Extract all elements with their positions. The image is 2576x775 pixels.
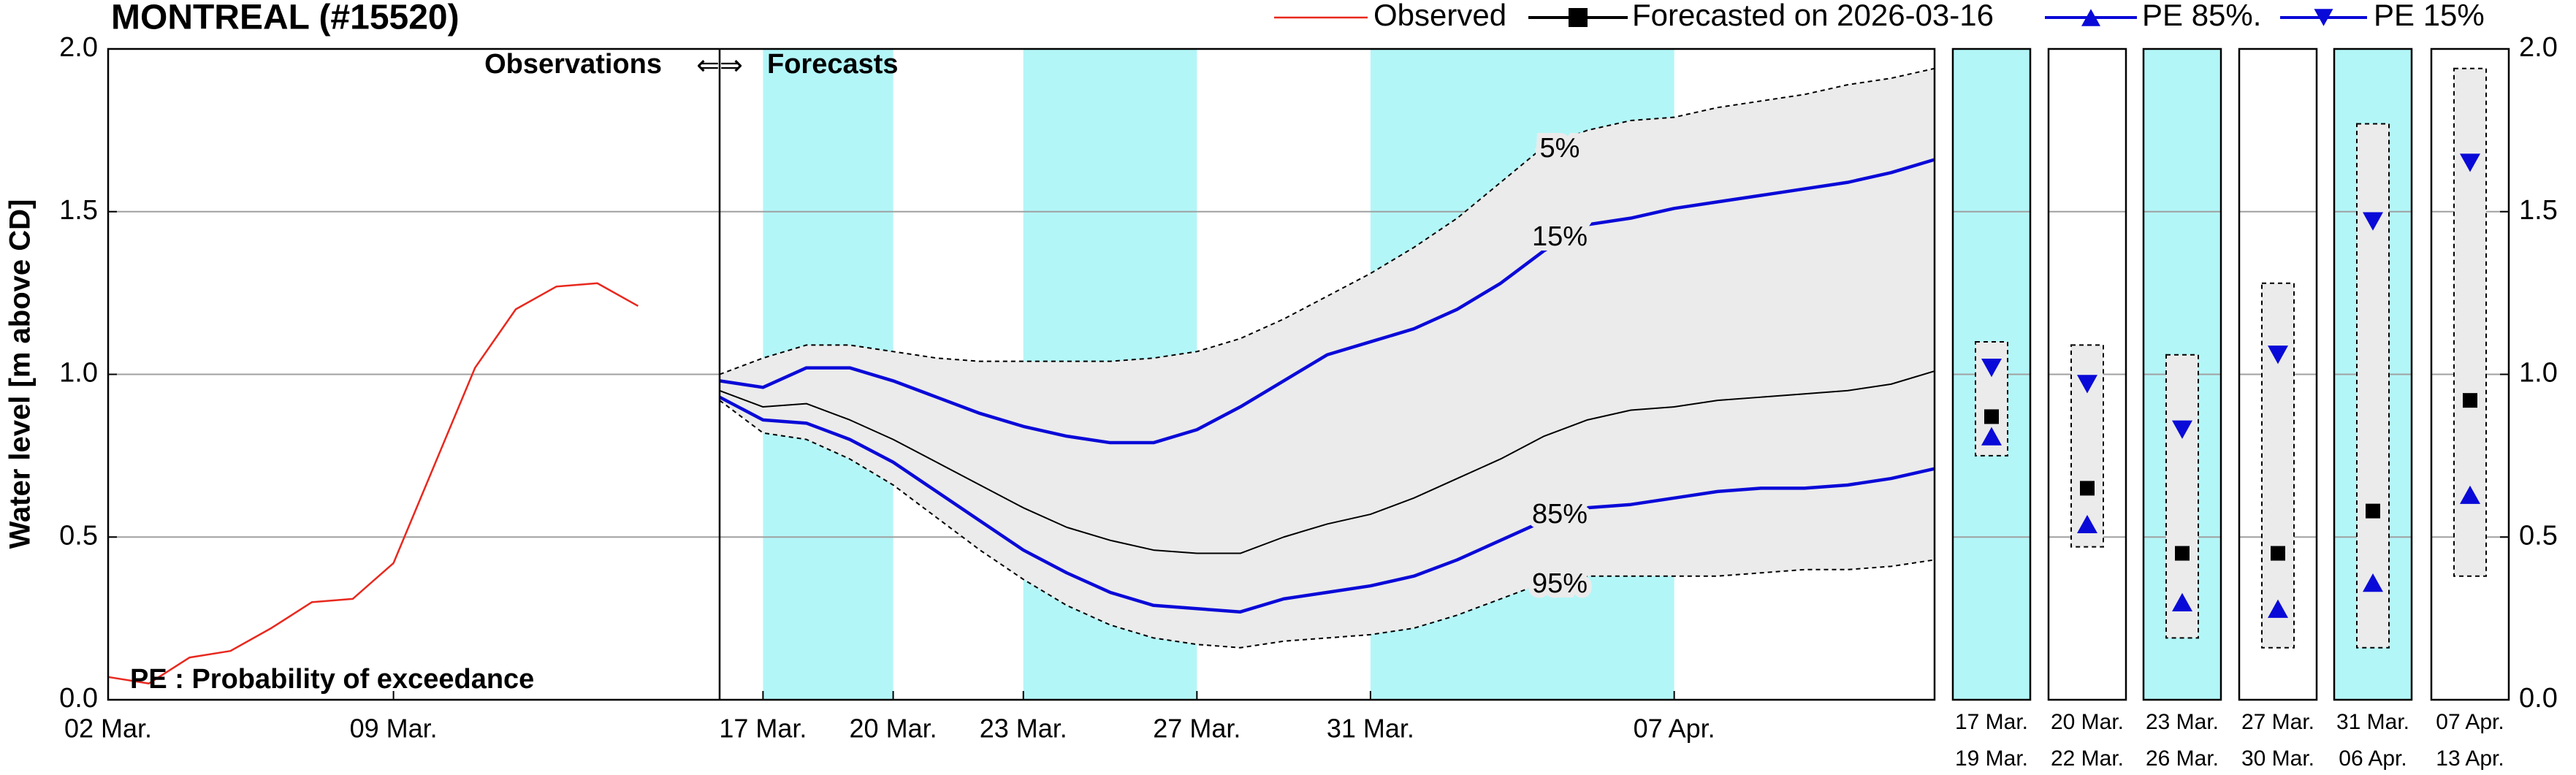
- x-tick-label: 09 Mar.: [350, 714, 438, 744]
- period-start: 31 Mar.: [2336, 710, 2409, 734]
- y-tick-label: 1.5: [2519, 195, 2558, 226]
- period-end: 06 Apr.: [2339, 747, 2407, 771]
- curve-label: 5%: [1540, 133, 1580, 164]
- period-marker: [2268, 345, 2288, 364]
- period-frame: [2333, 47, 2413, 701]
- period-marker: [2363, 212, 2383, 231]
- period-marker: [2460, 485, 2480, 504]
- legend-label: PE 15%: [2374, 0, 2485, 32]
- period-end: 19 Mar.: [1955, 747, 2028, 771]
- x-tick-label: 23 Mar.: [980, 714, 1067, 744]
- y-tick-label: 0.5: [2519, 520, 2558, 551]
- period-marker: [2366, 503, 2380, 519]
- x-tick-label: 27 Mar.: [1153, 714, 1241, 744]
- plot-frame: [107, 47, 1936, 701]
- period-end: 13 Apr.: [2436, 747, 2504, 771]
- y-tick-label: 1.5: [59, 195, 98, 226]
- period-start: 17 Mar.: [1955, 710, 2028, 734]
- legend-marker: [1569, 8, 1588, 27]
- y-tick-label: 1.0: [59, 358, 98, 389]
- period-end: 26 Mar.: [2146, 747, 2219, 771]
- period-marker: [2268, 599, 2288, 618]
- period-marker: [2080, 481, 2095, 496]
- y-tick-label: 2.0: [2519, 32, 2558, 63]
- x-tick-label: 02 Mar.: [64, 714, 152, 744]
- legend-marker: [2314, 9, 2333, 26]
- y-tick-label: 0.5: [59, 520, 98, 551]
- legend-label: Forecasted on 2026-03-16: [1632, 0, 1994, 32]
- period-marker: [2271, 546, 2285, 561]
- band-fill: [720, 68, 1935, 648]
- band-edge: [719, 400, 1935, 649]
- range-box: [2261, 282, 2295, 649]
- legend-label: Observed: [1373, 0, 1506, 32]
- range-box: [2165, 354, 2199, 639]
- period-frame: [2238, 47, 2318, 701]
- forecast-line: [718, 395, 1935, 614]
- forecast-line: [719, 158, 1935, 445]
- legend-label: PE 85%.: [2142, 0, 2261, 32]
- period-end: 30 Mar.: [2241, 747, 2314, 771]
- legend-marker: [2081, 9, 2100, 26]
- x-tick-label: 17 Mar.: [719, 714, 807, 744]
- x-tick-label: 07 Apr.: [1634, 714, 1715, 744]
- divider-right: Forecasts: [767, 49, 899, 80]
- period-marker: [2463, 393, 2477, 408]
- period-marker: [2175, 546, 2190, 561]
- y-tick-label: 0.0: [59, 683, 98, 714]
- y-tick-label: 2.0: [59, 32, 98, 63]
- y-tick-label: 0.0: [2519, 683, 2558, 714]
- x-tick-label: 20 Mar.: [850, 714, 937, 744]
- range-box: [2356, 123, 2390, 649]
- period-frame: [2047, 47, 2127, 701]
- period-end: 22 Mar.: [2051, 747, 2124, 771]
- period-marker: [1984, 409, 1999, 424]
- curve-label: 95%: [1532, 568, 1588, 599]
- y-tick-label: 1.0: [2519, 358, 2558, 389]
- period-frame: [2142, 47, 2222, 701]
- forecast-line: [719, 370, 1935, 554]
- period-start: 07 Apr.: [2436, 710, 2504, 734]
- period-frame: [1951, 47, 2032, 701]
- note: PE : Probability of exceedance: [130, 664, 534, 695]
- chart-title: MONTREAL (#15520): [111, 0, 460, 37]
- period-start: 20 Mar.: [2051, 710, 2124, 734]
- divider-arrow: ⇐⇒: [696, 50, 743, 81]
- period-start: 23 Mar.: [2146, 710, 2219, 734]
- y-axis-label: Water level [m above CD]: [4, 199, 37, 549]
- period-marker: [2077, 375, 2097, 394]
- divider-left: Observations: [484, 49, 662, 80]
- curve-label: 85%: [1532, 499, 1588, 530]
- period-marker: [2077, 514, 2097, 534]
- period-marker: [2460, 153, 2480, 172]
- period-start: 27 Mar.: [2241, 710, 2314, 734]
- period-marker: [1981, 427, 2002, 446]
- period-marker: [2363, 573, 2383, 592]
- observed-line: [107, 282, 639, 684]
- period-marker: [1981, 358, 2002, 378]
- period-marker: [2172, 592, 2192, 611]
- period-marker: [2172, 420, 2192, 439]
- x-tick-label: 31 Mar.: [1327, 714, 1414, 744]
- curve-label: 15%: [1532, 221, 1588, 252]
